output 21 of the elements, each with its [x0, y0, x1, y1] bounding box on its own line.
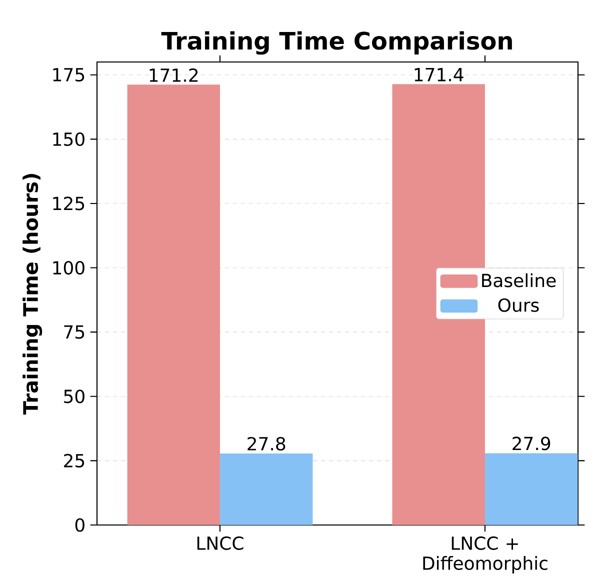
legend-label: Baseline — [482, 273, 556, 288]
data-label: 171.2 — [150, 68, 198, 82]
y-tick-label: 175 — [53, 68, 84, 82]
bar — [484, 453, 578, 525]
data-label: 171.4 — [414, 68, 464, 82]
data-label: 27.8 — [248, 436, 286, 451]
y-tick-label: 75 — [64, 325, 84, 339]
y-tick-label: 150 — [53, 132, 84, 146]
y-tick-label: 0 — [75, 518, 84, 532]
bar — [220, 453, 313, 525]
y-tick-label: 125 — [53, 196, 84, 210]
y-axis-title: Training Time (hours) — [22, 174, 42, 415]
legend-label: Ours — [498, 298, 539, 312]
bar — [127, 84, 220, 525]
y-tick-label: 50 — [64, 390, 84, 404]
data-label: 27.9 — [512, 436, 550, 450]
chart-title: Training Time Comparison — [161, 31, 512, 55]
y-tick-label: 100 — [53, 260, 84, 275]
y-tick-label: 25 — [64, 454, 84, 468]
x-tick-label: LNCC — [197, 536, 244, 550]
x-tick-label: LNCC + Diffeomorphic — [423, 536, 548, 574]
